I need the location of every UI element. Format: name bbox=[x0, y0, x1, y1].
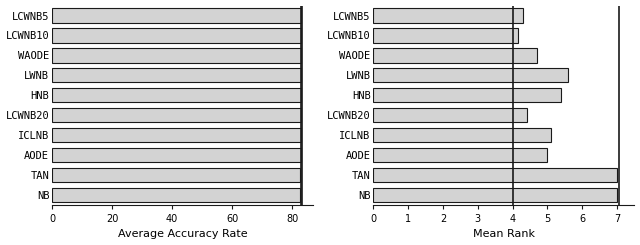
Bar bbox=[374, 128, 551, 142]
Bar bbox=[52, 108, 301, 122]
Bar bbox=[52, 148, 301, 162]
Bar bbox=[374, 48, 537, 62]
X-axis label: Mean Rank: Mean Rank bbox=[473, 230, 535, 239]
Bar bbox=[374, 8, 523, 23]
X-axis label: Average Accuracy Rate: Average Accuracy Rate bbox=[118, 230, 248, 239]
Bar bbox=[374, 148, 547, 162]
Bar bbox=[374, 28, 518, 43]
Bar bbox=[52, 128, 301, 142]
Bar bbox=[52, 68, 301, 83]
Bar bbox=[52, 188, 300, 202]
Bar bbox=[52, 168, 300, 182]
Bar bbox=[374, 108, 527, 122]
Bar bbox=[374, 168, 617, 182]
Bar bbox=[374, 88, 561, 102]
Bar bbox=[52, 8, 301, 23]
Bar bbox=[52, 28, 301, 43]
Bar bbox=[52, 88, 301, 102]
Bar bbox=[374, 68, 568, 83]
Bar bbox=[52, 48, 301, 62]
Bar bbox=[374, 188, 617, 202]
